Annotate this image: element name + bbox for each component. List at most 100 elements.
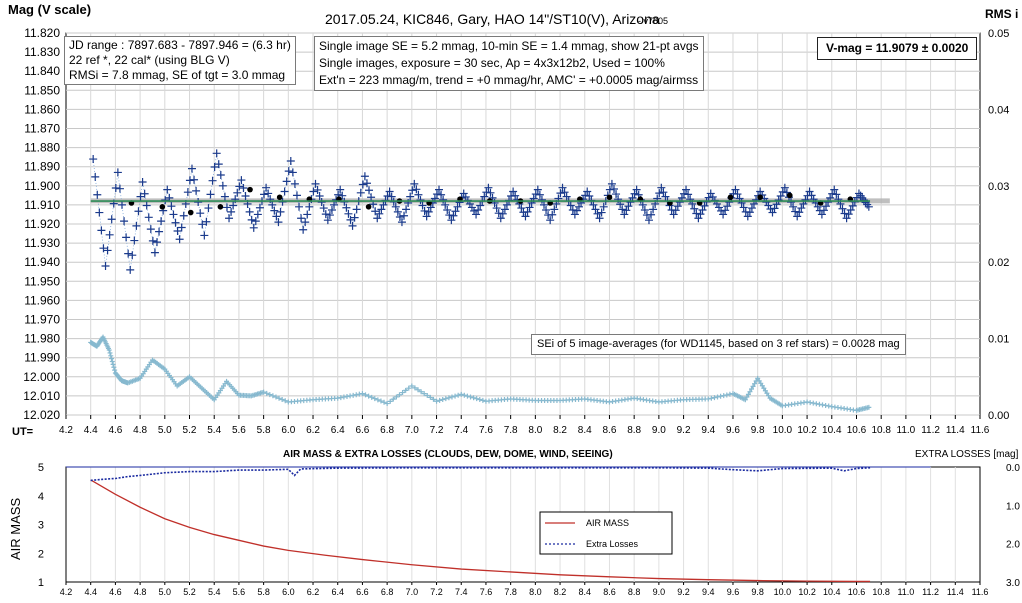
magnitude-point	[630, 189, 639, 198]
magnitude-point	[229, 201, 238, 210]
rms-point	[109, 356, 115, 362]
magnitude-point	[225, 214, 234, 223]
y-tick-label: 12.000	[23, 370, 60, 384]
average-point	[727, 194, 734, 201]
magnitude-point	[453, 202, 462, 211]
x-tick-label: 9.4	[701, 425, 715, 436]
x-tick-label: 9.2	[677, 425, 691, 436]
x-tick-label: 7.4	[454, 425, 468, 436]
magnitude-point	[276, 207, 285, 216]
magnitude-point	[212, 149, 221, 158]
magnitude-point	[581, 191, 590, 200]
rms-point	[110, 361, 116, 367]
magnitude-point	[393, 207, 402, 216]
y-tick-label: 11.880	[24, 141, 60, 155]
rms-point	[363, 392, 369, 398]
magnitude-point	[467, 203, 476, 212]
x-tick-label: 9.8	[751, 425, 765, 436]
x-tick-label: 4.8	[134, 587, 147, 597]
info-line: 22 ref *, 22 cal* (using BLG V)	[69, 53, 230, 67]
x-tick-label: 6.6	[355, 425, 369, 436]
y2-tick-label: 2.0	[1006, 540, 1020, 551]
magnitude-point	[807, 191, 816, 200]
magnitude-point	[105, 230, 114, 239]
x-tick-label: 9.6	[726, 425, 740, 436]
rms-point	[718, 393, 724, 399]
magnitude-point	[142, 201, 151, 210]
info-box-jd: JD range : 7897.683 - 7897.946 = (6.3 hr…	[64, 36, 296, 85]
rms-point	[261, 389, 267, 395]
magnitude-point	[167, 202, 176, 211]
magnitude-point	[844, 210, 853, 219]
magnitude-point	[768, 208, 777, 217]
y-tick-label: 11.970	[24, 313, 60, 327]
magnitude-point	[723, 202, 732, 211]
rms-point	[446, 395, 452, 401]
magnitude-point	[708, 192, 717, 201]
rms-point	[406, 385, 412, 391]
magnitude-point	[817, 210, 826, 219]
series-group	[66, 466, 931, 583]
rms-point	[430, 396, 436, 402]
se-note: SEi of 5 image-averages (for WD1145, bas…	[537, 338, 900, 350]
x-tick-label: 4.8	[133, 425, 147, 436]
airmass-series-0	[90, 479, 871, 583]
x-tick-label: 10.2	[797, 425, 817, 436]
magnitude-point	[410, 179, 419, 188]
y-tick-label: 1	[38, 577, 44, 589]
magnitude-point	[472, 210, 481, 219]
rms-point	[440, 397, 446, 403]
magnitude-point	[770, 204, 779, 213]
magnitude-point	[717, 206, 726, 215]
magnitude-point	[780, 183, 789, 192]
x-tick-label: 8.2	[554, 587, 567, 597]
magnitude-point	[797, 204, 806, 213]
magnitude-point	[140, 189, 149, 198]
y-tick-label: 11.990	[24, 351, 60, 365]
magnitude-point	[169, 210, 178, 219]
magnitude-point	[838, 204, 847, 213]
airmass-line	[90, 479, 871, 583]
magnitude-point	[356, 188, 365, 197]
x-tick-label: 4.6	[108, 425, 122, 436]
rms-point	[273, 394, 279, 400]
magnitude-point	[848, 201, 857, 210]
magnitude-point	[659, 188, 668, 197]
info-line: JD range : 7897.683 - 7897.946 = (6.3 hr…	[69, 38, 291, 52]
rms-point	[705, 396, 711, 402]
magnitude-point	[756, 187, 765, 196]
rms-point	[359, 391, 365, 397]
magnitude-point	[97, 226, 106, 235]
magnitude-point	[684, 190, 693, 199]
magnitude-point	[782, 188, 791, 197]
average-point	[365, 204, 372, 210]
magnitude-point	[406, 192, 415, 201]
magnitude-point	[607, 179, 616, 188]
magnitude-point	[360, 172, 369, 181]
magnitude-point	[264, 189, 273, 198]
y-tick-label: 3	[38, 520, 44, 532]
magnitude-point	[282, 177, 291, 186]
info-line: RMSi = 7.8 mmag, SE of tgt = 3.0 mmag	[69, 68, 286, 82]
rms-point	[378, 398, 384, 404]
series-3	[88, 334, 872, 413]
magnitude-point	[120, 217, 129, 226]
x-tick-label: 4.6	[109, 587, 122, 597]
magnitude-point	[148, 236, 157, 245]
x-tick-label: 8.2	[553, 425, 567, 436]
magnitude-point	[303, 210, 312, 219]
series-group	[88, 149, 890, 413]
magnitude-point	[348, 221, 357, 230]
magnitude-point	[346, 215, 355, 224]
magnitude-point	[136, 192, 145, 201]
magnitude-point	[253, 210, 262, 219]
x-tick-label: 8.4	[578, 587, 591, 597]
magnitude-point	[492, 204, 501, 213]
magnitude-point	[776, 191, 785, 200]
magnitude-point	[290, 179, 299, 188]
x-tick-label: 11.0	[897, 587, 914, 597]
magnitude-point	[130, 236, 139, 245]
magnitude-point	[813, 202, 822, 211]
magnitude-point	[185, 176, 194, 185]
rms-point	[750, 383, 756, 389]
